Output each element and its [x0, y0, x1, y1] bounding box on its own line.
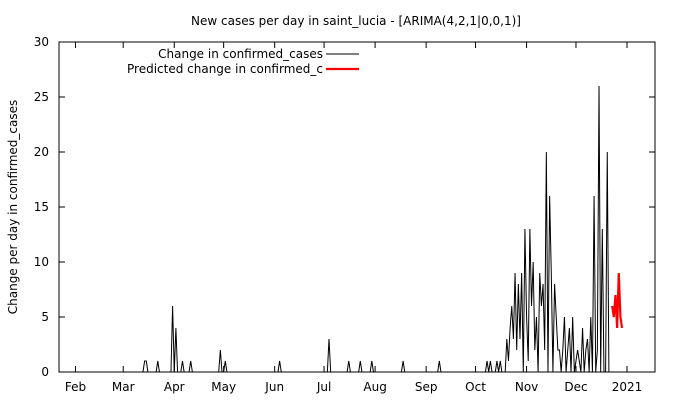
series-line-0: [142, 85, 611, 373]
y-tick-label: 25: [34, 90, 49, 104]
y-tick-label: 0: [41, 365, 49, 379]
x-tick-label: Oct: [465, 380, 486, 394]
y-axis: 0 5 10 15 20 25 30: [34, 35, 655, 379]
series-line-1: [611, 272, 624, 329]
plot-frame: [58, 41, 656, 373]
x-tick-label: Aug: [363, 380, 386, 394]
y-tick-label: 5: [41, 310, 49, 324]
x-tick-label: Feb: [65, 380, 86, 394]
chart-title: New cases per day in saint_lucia - [ARIM…: [191, 14, 521, 28]
y-tick-label: 10: [34, 255, 49, 269]
y-tick-label: 20: [34, 145, 49, 159]
y-tick-label: 30: [34, 35, 49, 49]
x-tick-label: Apr: [164, 380, 185, 394]
x-tick-label: Nov: [515, 380, 538, 394]
x-tick-label: May: [211, 380, 236, 394]
legend-label-1: Predicted change in confirmed_c: [127, 62, 323, 76]
series-layer: [142, 85, 624, 373]
x-tick-label: Dec: [564, 380, 587, 394]
x-tick-label: Jun: [264, 380, 284, 394]
y-axis-label: Change per day in confirmed_cases: [6, 100, 20, 315]
x-tick-label: 2021: [612, 380, 643, 394]
x-tick-label: Sep: [415, 380, 438, 394]
x-tick-label: Mar: [112, 380, 135, 394]
y-tick-label: 15: [34, 200, 49, 214]
x-tick-label: Jul: [316, 380, 331, 394]
x-axis: Feb Mar Apr May Jun Jul Aug Sep Oct Nov Dec 2021: [65, 42, 642, 394]
legend-label-0: Change in confirmed_cases: [158, 47, 323, 61]
